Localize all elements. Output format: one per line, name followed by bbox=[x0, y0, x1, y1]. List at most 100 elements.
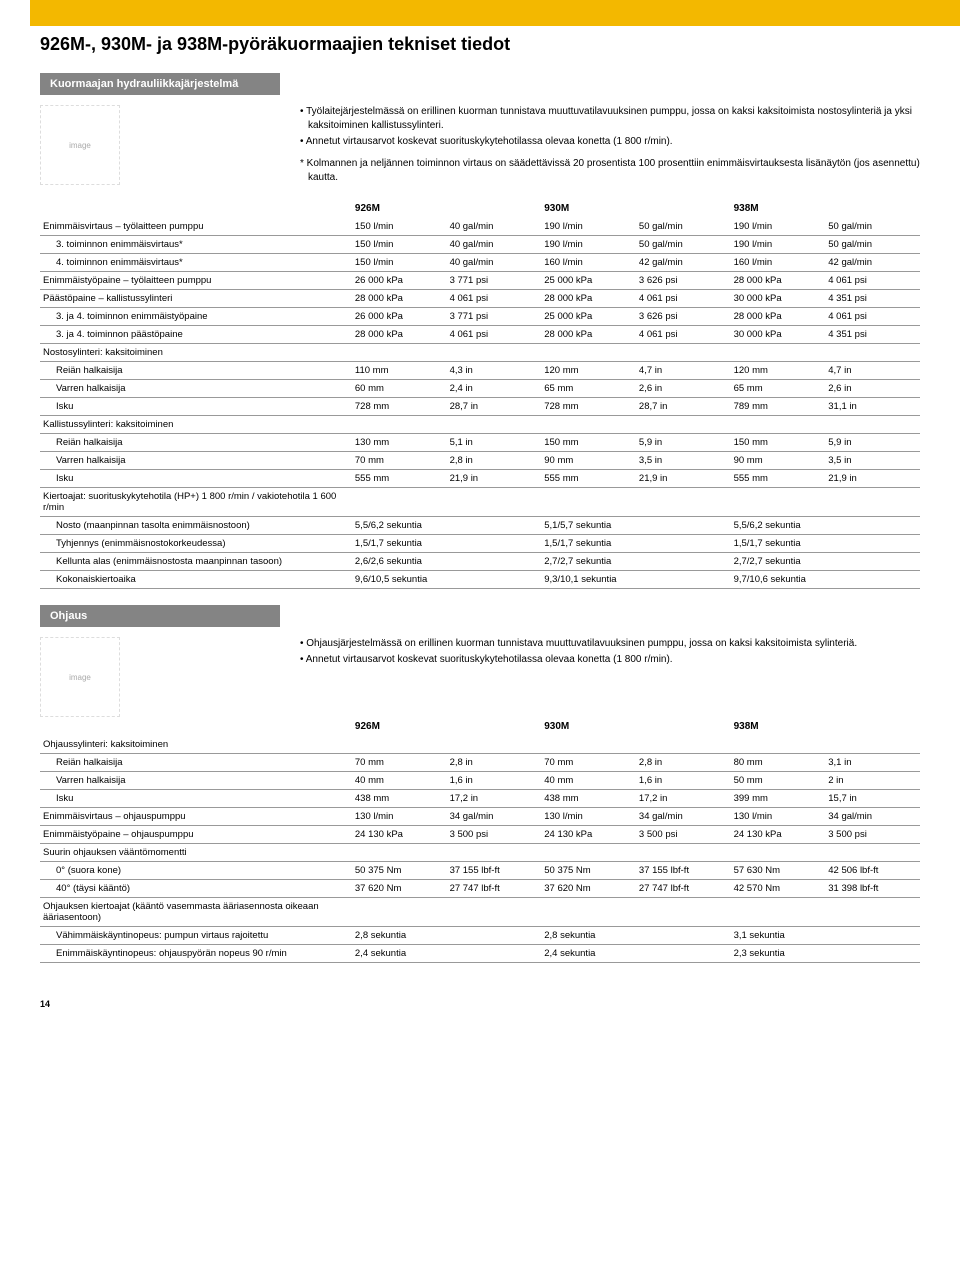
cell: 4 061 psi bbox=[447, 326, 542, 344]
row-label: Varren halkaisija bbox=[40, 380, 352, 398]
row-label: Enimmäisvirtaus – ohjauspumppu bbox=[40, 808, 352, 826]
cell bbox=[447, 927, 542, 945]
table-row: 3. ja 4. toiminnon enimmäistyöpaine26 00… bbox=[40, 308, 920, 326]
cell: 4 061 psi bbox=[636, 326, 731, 344]
table-row: Kiertoajat: suorituskykytehotila (HP+) 1… bbox=[40, 488, 920, 517]
cell: 24 130 kPa bbox=[731, 826, 826, 844]
cell: 28 000 kPa bbox=[352, 290, 447, 308]
cell: 150 mm bbox=[541, 434, 636, 452]
cell: 17,2 in bbox=[636, 790, 731, 808]
table-row: Nosto (maanpinnan tasolta enimmäisnostoo… bbox=[40, 517, 920, 535]
cell: 50 gal/min bbox=[825, 236, 920, 254]
cell bbox=[636, 927, 731, 945]
table-row: Suurin ohjauksen vääntömomentti bbox=[40, 844, 920, 862]
row-label: Tyhjennys (enimmäisnostokorkeudessa) bbox=[40, 535, 352, 553]
cell: 50 gal/min bbox=[636, 236, 731, 254]
cell: 2,7/2,7 sekuntia bbox=[731, 553, 826, 571]
cell: 40 gal/min bbox=[447, 236, 542, 254]
cell bbox=[447, 517, 542, 535]
cell: 2,8 sekuntia bbox=[352, 927, 447, 945]
cell bbox=[447, 344, 542, 362]
cell: 1,6 in bbox=[636, 772, 731, 790]
cell bbox=[352, 736, 447, 754]
cell: 3 500 psi bbox=[636, 826, 731, 844]
cell: 90 mm bbox=[541, 452, 636, 470]
table-row: Päästöpaine – kallistussylinteri28 000 k… bbox=[40, 290, 920, 308]
table-row: 3. toiminnon enimmäisvirtaus*150 l/min40… bbox=[40, 236, 920, 254]
cell: 120 mm bbox=[541, 362, 636, 380]
cell: 3,5 in bbox=[825, 452, 920, 470]
bullet-item: Annetut virtausarvot koskevat suoritusky… bbox=[300, 135, 920, 149]
row-label: Vähimmäiskäyntinopeus: pumpun virtaus ra… bbox=[40, 927, 352, 945]
cell bbox=[541, 344, 636, 362]
cell: 28,7 in bbox=[447, 398, 542, 416]
cell bbox=[447, 416, 542, 434]
cell bbox=[825, 553, 920, 571]
cell: 50 375 Nm bbox=[352, 862, 447, 880]
hydraulics-image: image bbox=[40, 105, 120, 185]
cell: 2 in bbox=[825, 772, 920, 790]
cell: 42 506 lbf-ft bbox=[825, 862, 920, 880]
cell: 2,4 sekuntia bbox=[352, 945, 447, 963]
cell: 1,6 in bbox=[447, 772, 542, 790]
cell: 37 155 lbf-ft bbox=[447, 862, 542, 880]
col-head: 938M bbox=[731, 717, 920, 736]
cell: 42 570 Nm bbox=[731, 880, 826, 898]
col-head: 930M bbox=[541, 199, 730, 218]
row-label: Päästöpaine – kallistussylinteri bbox=[40, 290, 352, 308]
cell bbox=[731, 844, 826, 862]
table-row: Ohjauksen kiertoajat (kääntö vasemmasta … bbox=[40, 898, 920, 927]
cell: 26 000 kPa bbox=[352, 308, 447, 326]
cell: 24 130 kPa bbox=[352, 826, 447, 844]
cell: 15,7 in bbox=[825, 790, 920, 808]
cell bbox=[636, 416, 731, 434]
cell: 4 061 psi bbox=[825, 272, 920, 290]
row-label: 4. toiminnon enimmäisvirtaus* bbox=[40, 254, 352, 272]
cell: 5,1/5,7 sekuntia bbox=[541, 517, 636, 535]
table-row: Kellunta alas (enimmäisnostosta maanpinn… bbox=[40, 553, 920, 571]
cell: 399 mm bbox=[731, 790, 826, 808]
cell: 40 gal/min bbox=[447, 218, 542, 236]
cell bbox=[825, 517, 920, 535]
cell: 2,8 in bbox=[636, 754, 731, 772]
cell: 37 620 Nm bbox=[541, 880, 636, 898]
cell: 37 155 lbf-ft bbox=[636, 862, 731, 880]
cell: 190 l/min bbox=[731, 218, 826, 236]
cell bbox=[636, 844, 731, 862]
cell bbox=[825, 736, 920, 754]
row-label: Nosto (maanpinnan tasolta enimmäisnostoo… bbox=[40, 517, 352, 535]
cell: 27 747 lbf-ft bbox=[447, 880, 542, 898]
cell: 4 351 psi bbox=[825, 326, 920, 344]
bullet-item: Annetut virtausarvot koskevat suoritusky… bbox=[300, 653, 920, 667]
cell: 70 mm bbox=[352, 452, 447, 470]
cell: 4,7 in bbox=[825, 362, 920, 380]
cell: 160 l/min bbox=[541, 254, 636, 272]
table-row: Enimmäistyöpaine – ohjauspumppu24 130 kP… bbox=[40, 826, 920, 844]
section-heading-hydraulics: Kuormaajan hydrauliikkajärjestelmä bbox=[40, 73, 280, 95]
cell bbox=[731, 344, 826, 362]
cell: 30 000 kPa bbox=[731, 326, 826, 344]
cell: 50 gal/min bbox=[636, 218, 731, 236]
cell: 9,6/10,5 sekuntia bbox=[352, 571, 447, 589]
cell bbox=[352, 344, 447, 362]
cell bbox=[636, 517, 731, 535]
table-row: Ohjaussylinteri: kaksitoiminen bbox=[40, 736, 920, 754]
cell bbox=[352, 488, 447, 517]
cell bbox=[825, 945, 920, 963]
cell bbox=[825, 344, 920, 362]
table-row: Varren halkaisija60 mm2,4 in65 mm2,6 in6… bbox=[40, 380, 920, 398]
cell: 65 mm bbox=[541, 380, 636, 398]
table-row: Enimmäistyöpaine – työlaitteen pumppu26 … bbox=[40, 272, 920, 290]
row-label: Kokonaiskiertoaika bbox=[40, 571, 352, 589]
cell: 40 mm bbox=[352, 772, 447, 790]
cell bbox=[447, 898, 542, 927]
row-label: Isku bbox=[40, 790, 352, 808]
cell: 34 gal/min bbox=[825, 808, 920, 826]
cell: 2,8 in bbox=[447, 754, 542, 772]
cell bbox=[541, 898, 636, 927]
steering-bullets: Ohjausjärjestelmässä on erillinen kuorma… bbox=[300, 637, 920, 667]
cell: 5,9 in bbox=[825, 434, 920, 452]
cell bbox=[447, 571, 542, 589]
cell bbox=[447, 535, 542, 553]
cell: 28 000 kPa bbox=[541, 290, 636, 308]
